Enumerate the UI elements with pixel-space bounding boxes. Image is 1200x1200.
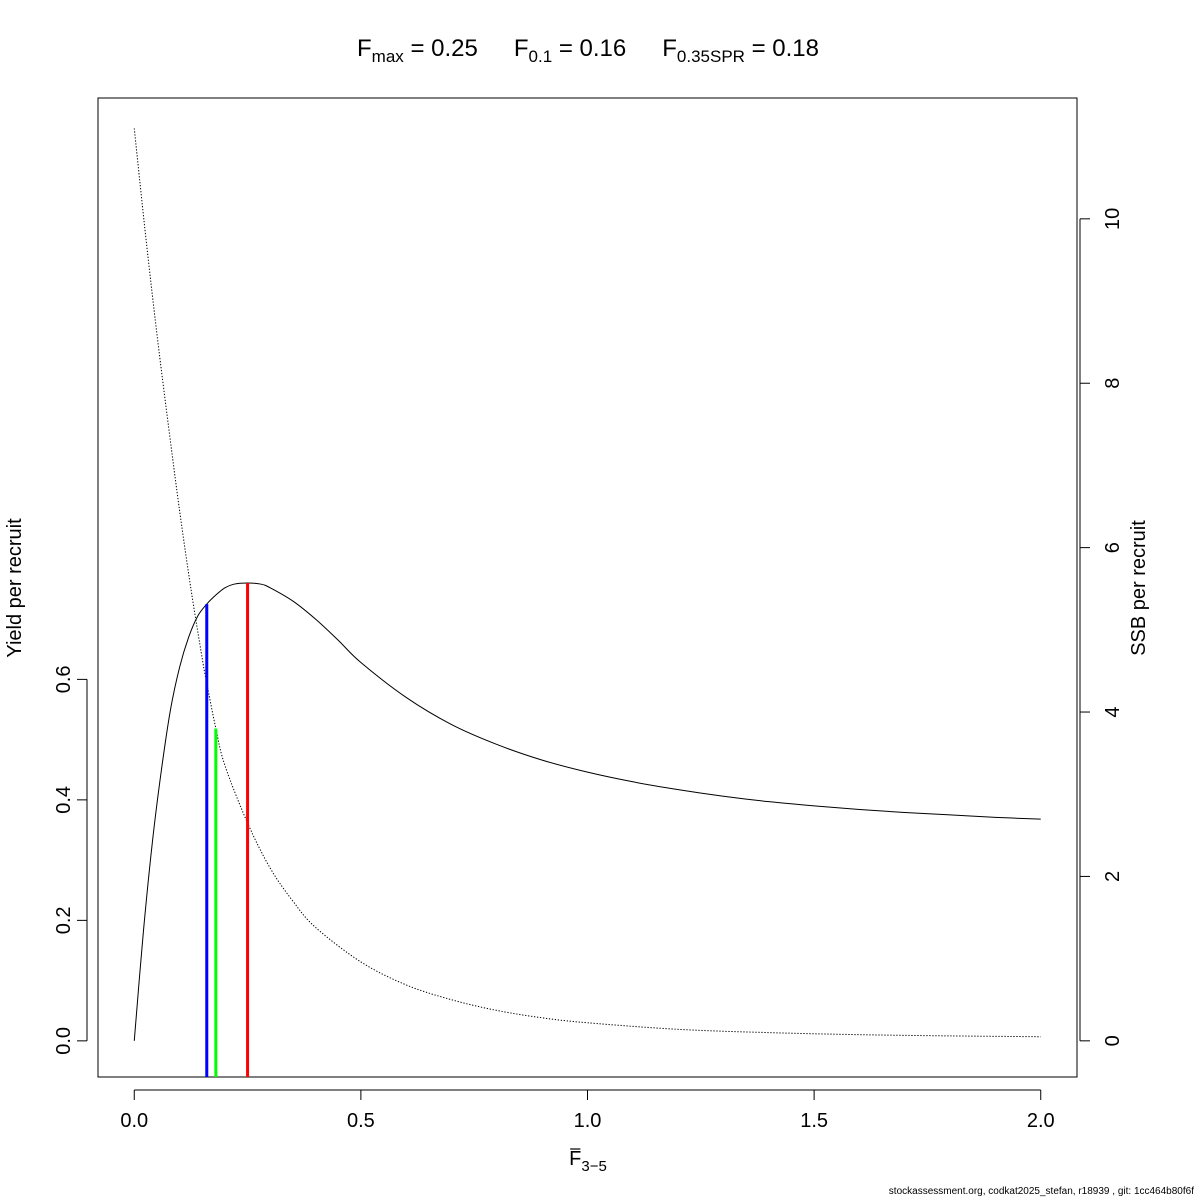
x-tick-label-1: 0.5: [347, 1110, 375, 1132]
y-tick-label-1: 0.2: [53, 906, 75, 934]
x-tick-label-4: 2.0: [1027, 1110, 1055, 1132]
y-tick-label-3: 0.6: [53, 665, 75, 693]
title-subscript-0: max: [372, 47, 405, 66]
x-axis: 0.0 0.5 1.0 1.5 2.0: [120, 1089, 1055, 1132]
x-axis-label: F3−5: [569, 1148, 607, 1175]
y2-tick-label-4: 8: [1102, 378, 1124, 389]
title-subscript-2: 0.35SPR: [677, 47, 745, 66]
y-axis-label: Yield per recruit: [4, 518, 26, 658]
title-symbol-0: F: [357, 35, 372, 62]
title-subscript-1: 0.1: [529, 47, 553, 66]
plot-box: [97, 97, 1078, 1078]
x-label-symbol: F: [569, 1148, 581, 1170]
y2-tick-label-5: 10: [1102, 208, 1124, 230]
title-value-2: = 0.18: [745, 35, 819, 62]
y2-tick-label-3: 6: [1102, 542, 1124, 553]
yield-per-recruit-line: [133, 582, 1041, 1041]
footer-note: stockassessment.org, codkat2025_stefan, …: [888, 1186, 1194, 1197]
y2-tick-label-1: 2: [1102, 871, 1124, 882]
y2-tick-label-0: 0: [1102, 1035, 1124, 1046]
y-axis-right: 0 2 4 6 8 10: [1079, 208, 1124, 1046]
title-value-0: = 0.25: [404, 35, 478, 62]
title-value-1: = 0.16: [552, 35, 626, 62]
y-tick-label-2: 0.4: [53, 786, 75, 814]
series-layer: [133, 128, 1041, 1041]
title-symbol-2: F: [626, 35, 677, 62]
y2-axis-label: SSB per recruit: [1128, 520, 1150, 656]
y-axis-left: 0.0 0.2 0.4 0.6: [53, 665, 88, 1055]
ssb-per-recruit-line: [133, 128, 1041, 1038]
title-symbol-1: F: [478, 35, 529, 62]
chart-title: Fmax = 0.25 F0.1 = 0.16 F0.35SPR = 0.18: [357, 35, 819, 66]
y2-tick-label-2: 4: [1102, 706, 1124, 717]
x-tick-label-0: 0.0: [120, 1110, 148, 1132]
reference-lines: [205, 582, 250, 1077]
x-tick-label-2: 1.0: [574, 1110, 602, 1132]
y-tick-label-0: 0.0: [53, 1027, 75, 1055]
x-label-subscript: 3−5: [581, 1158, 606, 1175]
x-tick-label-3: 1.5: [800, 1110, 828, 1132]
